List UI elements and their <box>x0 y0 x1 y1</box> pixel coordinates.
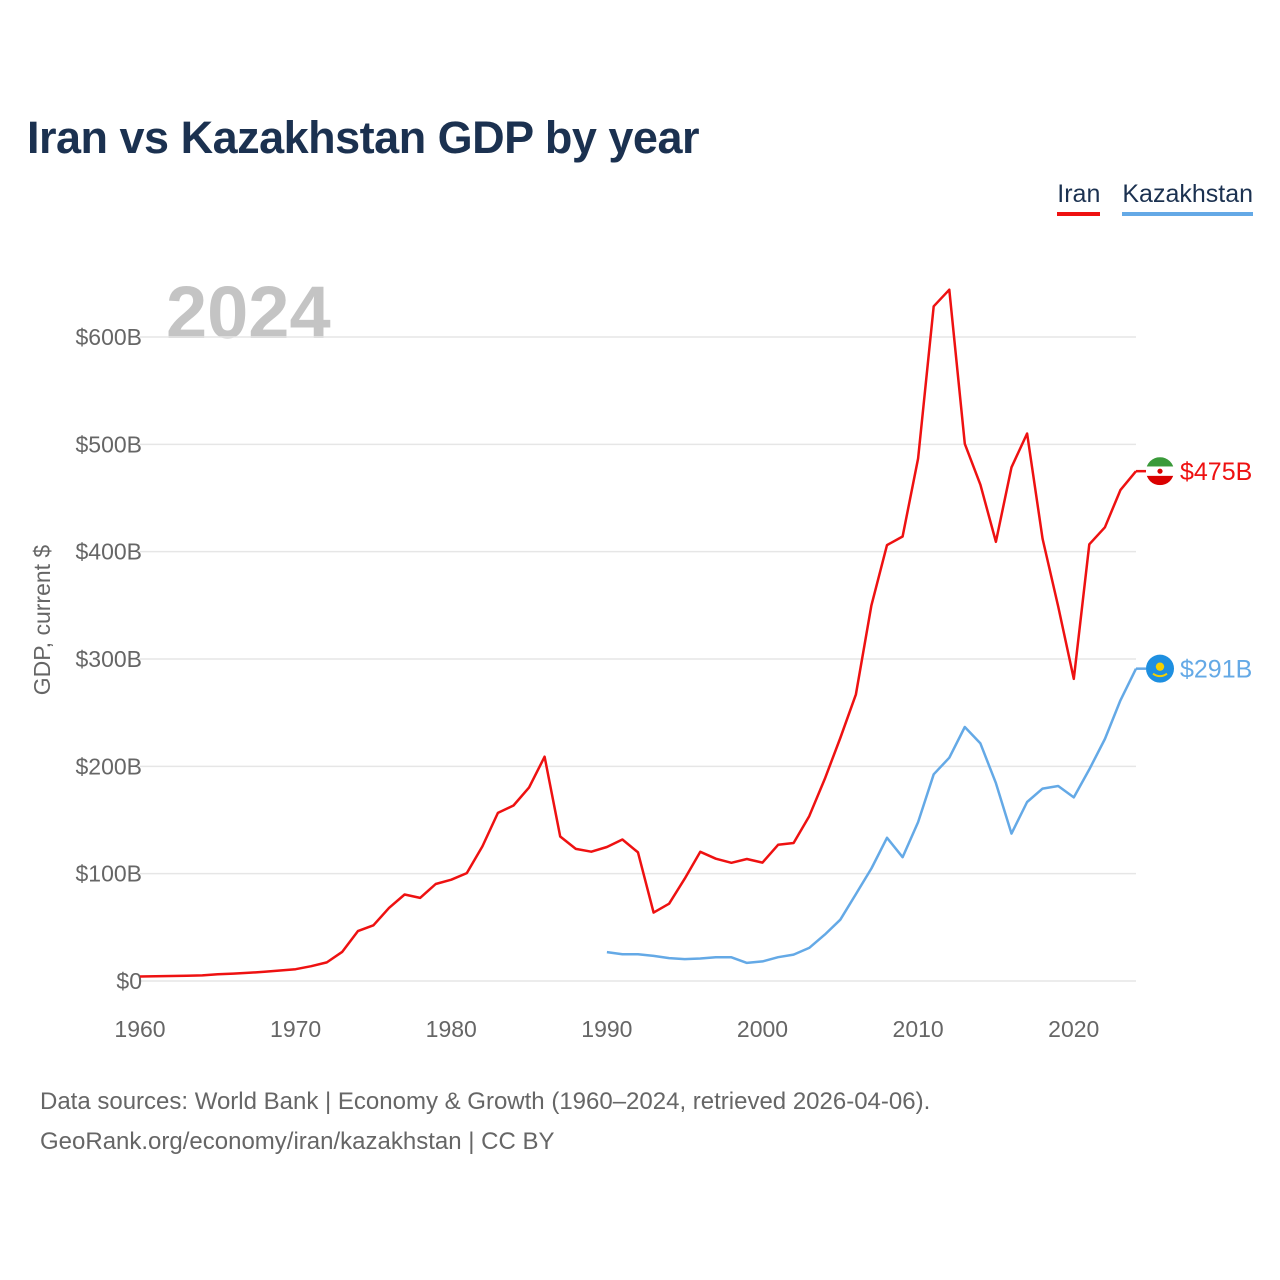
watermark-year: 2024 <box>166 271 331 354</box>
legend: Iran Kazakhstan <box>1057 180 1253 216</box>
y-tick-label: $500B <box>75 431 142 457</box>
x-tick-label: 1960 <box>114 1016 165 1042</box>
y-tick-label: $600B <box>75 324 142 350</box>
y-tick-label: $400B <box>75 539 142 565</box>
y-axis-label: GDP, current $ <box>29 545 55 696</box>
flag-eagle <box>1152 672 1168 678</box>
end-value-label-kazakhstan: $291B <box>1180 656 1252 684</box>
end-value-label-iran: $475B <box>1180 458 1252 486</box>
x-tick-label: 2000 <box>737 1016 788 1042</box>
footer-sources: Data sources: World Bank | Economy & Gro… <box>40 1088 931 1115</box>
legend-kazakhstan[interactable]: Kazakhstan <box>1122 180 1253 216</box>
series-line-kazakhstan <box>606 668 1138 965</box>
flag-stripes <box>1146 457 1174 486</box>
y-tick-label: $200B <box>75 753 142 779</box>
x-tick-label: 1970 <box>270 1016 321 1042</box>
x-tick-label: 2020 <box>1048 1016 1099 1042</box>
flag-sun <box>1155 662 1165 671</box>
x-tick-label: 1980 <box>426 1016 477 1042</box>
x-tick-label: 2010 <box>893 1016 944 1042</box>
chart-title: Iran vs Kazakhstan GDP by year <box>27 112 700 163</box>
iran-flag-icon <box>1146 457 1174 486</box>
kazakhstan-flag-icon <box>1146 654 1174 683</box>
footer: Data sources: World Bank | Economy & Gro… <box>40 1082 930 1162</box>
y-tick-label: $100B <box>75 861 142 887</box>
series-line-iran <box>139 288 1137 978</box>
x-tick-label: 1990 <box>581 1016 632 1042</box>
legend-iran[interactable]: Iran <box>1057 180 1101 216</box>
flag-emblem <box>1157 468 1163 474</box>
y-tick-label: $300B <box>75 646 142 672</box>
y-tick-label: $0 <box>116 968 142 994</box>
footer-credit: GeoRank.org/economy/iran/kazakhstan | CC… <box>40 1128 555 1155</box>
flag-stripe-red <box>1146 475 1174 486</box>
flag-stripe-green <box>1146 457 1174 467</box>
